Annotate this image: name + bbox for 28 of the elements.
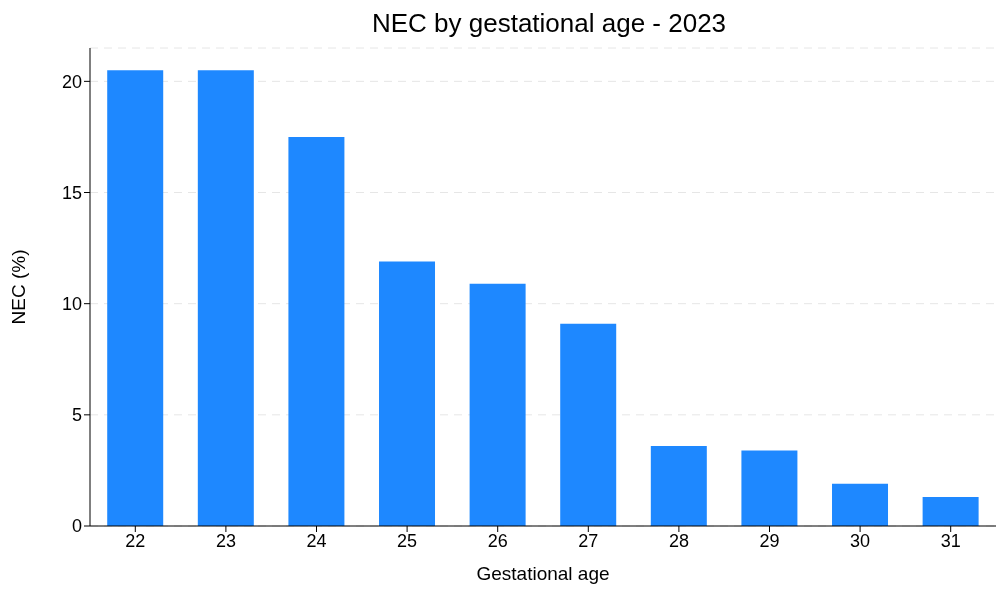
y-tick-label: 15 [61, 182, 82, 203]
bar [650, 445, 707, 526]
bar [197, 70, 254, 526]
x-tick-label: 28 [668, 530, 689, 551]
x-tick-label: 31 [940, 530, 961, 551]
bar [922, 497, 979, 526]
y-tick-label: 20 [61, 71, 82, 92]
bar [379, 261, 436, 526]
x-tick-label: 23 [215, 530, 236, 551]
bar [107, 70, 164, 526]
x-axis-title: Gestational age [476, 563, 610, 584]
y-axis-title: NEC (%) [7, 249, 29, 325]
x-tick-label: 25 [397, 530, 418, 551]
x-tick-label: 29 [759, 530, 780, 551]
bar [741, 450, 798, 526]
x-tick-label: 22 [125, 530, 146, 551]
x-tick-label: 30 [850, 530, 871, 551]
bar [288, 136, 345, 526]
chart-title: NEC by gestational age - 2023 [370, 8, 728, 40]
y-tick-label: 10 [61, 294, 82, 315]
bar [832, 483, 889, 526]
x-tick-label: 27 [578, 530, 599, 551]
bar [560, 323, 617, 526]
x-tick-label: 26 [487, 530, 508, 551]
y-tick-label: 0 [71, 516, 82, 537]
x-tick-label: 24 [306, 530, 327, 551]
y-tick-label: 5 [71, 405, 82, 426]
bar [469, 283, 526, 526]
